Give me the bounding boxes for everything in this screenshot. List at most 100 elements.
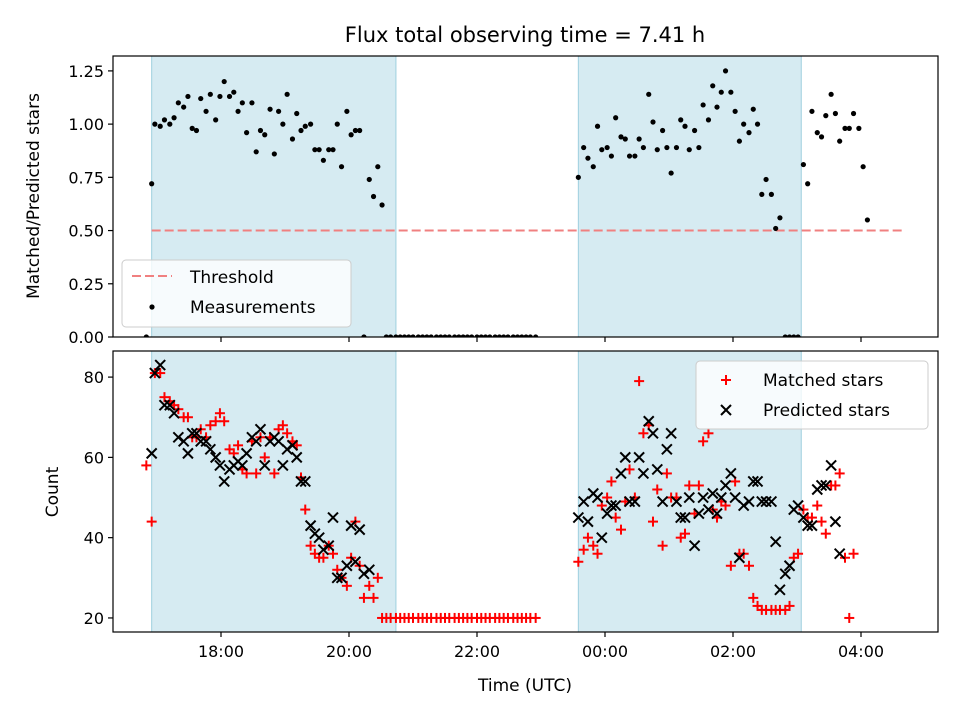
- bottom-y-tick-label: 40: [84, 529, 104, 548]
- predicted-stars-marker: [335, 572, 348, 584]
- predicted-stars-marker-b: [783, 560, 796, 572]
- matched-stars-marker: [793, 548, 804, 559]
- x-tick-label: 20:00: [326, 642, 372, 661]
- measurements-point: [682, 123, 688, 129]
- measurements-point: [244, 130, 250, 136]
- predicted-stars-marker-b: [240, 447, 253, 460]
- measurements-point: [460, 334, 466, 337]
- predicted-stars-marker-b: [299, 475, 311, 488]
- predicted-stars-marker-b: [209, 451, 222, 464]
- matched-stars-marker: [251, 468, 262, 479]
- predicted-stars-marker: [182, 447, 194, 460]
- measurements-point: [338, 164, 345, 170]
- predicted-stars-marker-b: [218, 475, 230, 488]
- predicted-stars-marker: [675, 511, 687, 524]
- measurements-point: [736, 138, 743, 144]
- predicted-stars-marker-b: [702, 503, 715, 516]
- predicted-stars-marker-b: [323, 539, 335, 552]
- measurements-point: [837, 138, 843, 144]
- predicted-stars-marker: [665, 427, 677, 439]
- bottom-y-tick-label: 60: [84, 448, 104, 467]
- measurements-point: [401, 334, 408, 337]
- predicted-stars-marker: [711, 507, 723, 520]
- measurements-point: [464, 334, 470, 337]
- measurements-point: [809, 108, 815, 114]
- predicted-stars-marker: [259, 459, 271, 472]
- predicted-stars-marker: [647, 427, 659, 439]
- predicted-stars-marker-b: [711, 507, 723, 520]
- measurements-point: [710, 83, 716, 89]
- measurements-point: [161, 117, 168, 123]
- predicted-stars-marker-b: [792, 499, 804, 512]
- predicted-stars-marker: [697, 491, 709, 504]
- top-y-tick-label: 1.00: [68, 115, 104, 134]
- matched-stars-marker: [530, 612, 541, 623]
- bottom-axes-frame: [112, 350, 939, 633]
- predicted-stars-marker: [596, 531, 608, 544]
- predicted-stars-marker: [820, 479, 832, 492]
- measurements-point: [585, 155, 591, 161]
- measurements-point: [456, 334, 462, 337]
- predicted-stars-marker: [751, 475, 764, 488]
- measurements-point: [221, 78, 227, 85]
- predicted-stars-marker-b: [665, 427, 677, 439]
- measurements-point: [856, 125, 862, 131]
- measurements-point: [298, 127, 304, 134]
- measurements-point: [660, 127, 666, 134]
- measurements-point: [415, 334, 421, 337]
- measurements-point: [741, 121, 747, 127]
- predicted-stars-marker: [829, 515, 842, 528]
- predicted-stars-marker: [363, 564, 375, 576]
- measurements-point: [334, 121, 340, 127]
- measurements-point: [487, 334, 493, 337]
- predicted-stars-marker-b: [661, 443, 673, 456]
- predicted-stars-marker: [619, 451, 631, 464]
- measurements-point: [613, 115, 619, 121]
- top-y-tick-label: 0.00: [68, 328, 104, 347]
- predicted-stars-marker: [733, 552, 746, 564]
- measurements-point: [316, 147, 322, 153]
- matched-stars-marker: [305, 540, 316, 551]
- measurements-point: [686, 147, 692, 153]
- measurements-point: [768, 191, 775, 197]
- predicted-stars-marker-b: [190, 427, 203, 439]
- matched-stars-marker: [341, 580, 352, 591]
- predicted-stars-marker-b: [615, 467, 627, 480]
- measurements-point: [514, 334, 521, 337]
- measurements-point: [267, 106, 273, 112]
- predicted-stars-marker: [605, 499, 618, 512]
- predicted-stars-marker-b: [733, 552, 746, 564]
- predicted-stars-marker-b: [747, 475, 759, 488]
- predicted-stars-marker-b: [591, 491, 604, 504]
- measurements-point: [705, 117, 712, 123]
- measurements-point: [424, 334, 430, 337]
- predicted-stars-marker: [806, 519, 818, 532]
- measurements-point: [410, 334, 416, 337]
- matched-stars-marker: [573, 556, 584, 567]
- measurements-point: [438, 334, 444, 337]
- predicted-stars-marker: [577, 495, 590, 508]
- measurements-point: [442, 334, 448, 337]
- measurements-point: [492, 334, 498, 337]
- measurements-point: [383, 334, 389, 337]
- predicted-stars-marker: [637, 467, 650, 480]
- measurements-point: [352, 127, 358, 134]
- predicted-stars-marker: [240, 447, 253, 460]
- measurements-point: [664, 144, 670, 151]
- measurements-point: [361, 334, 367, 337]
- predicted-stars-marker: [688, 539, 701, 552]
- predicted-stars-marker-b: [697, 491, 709, 504]
- matched-stars-marker: [616, 524, 626, 535]
- predicted-stars-marker-b: [815, 479, 828, 492]
- matched-stars-marker: [219, 416, 230, 427]
- measurements-point: [375, 164, 381, 170]
- predicted-stars-marker-b: [363, 564, 375, 576]
- predicted-stars-marker: [254, 423, 267, 435]
- bottom-y-tick-label: 20: [84, 609, 104, 628]
- predicted-stars-marker-b: [214, 459, 226, 472]
- predicted-stars-marker-b: [751, 475, 764, 488]
- predicted-stars-marker: [702, 503, 715, 516]
- measurements-point: [782, 334, 788, 337]
- matched-stars-marker: [368, 592, 379, 603]
